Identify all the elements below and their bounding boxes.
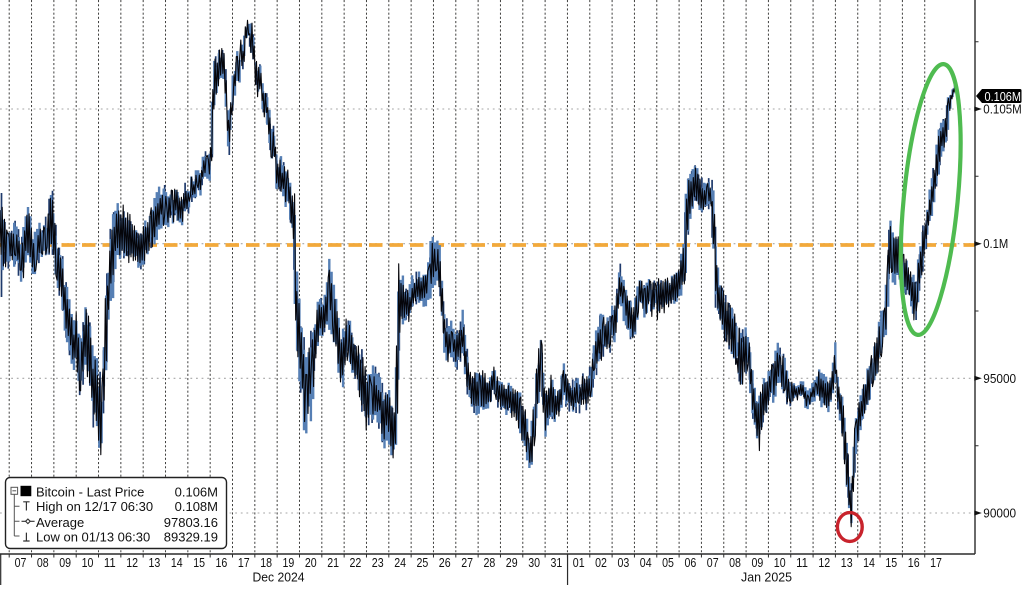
svg-text:10: 10 bbox=[82, 555, 94, 570]
svg-text:21: 21 bbox=[327, 555, 339, 570]
svg-text:25: 25 bbox=[417, 555, 429, 570]
svg-text:0.105M: 0.105M bbox=[983, 103, 1022, 117]
svg-text:12: 12 bbox=[818, 555, 830, 570]
svg-text:Dec 2024: Dec 2024 bbox=[253, 570, 305, 585]
svg-text:31: 31 bbox=[551, 555, 563, 570]
svg-text:High on 12/17 06:30: High on 12/17 06:30 bbox=[36, 499, 153, 514]
svg-text:02: 02 bbox=[595, 555, 607, 570]
svg-text:Bitcoin - Last Price: Bitcoin - Last Price bbox=[36, 484, 144, 499]
svg-text:14: 14 bbox=[171, 555, 183, 570]
svg-text:09: 09 bbox=[59, 555, 71, 570]
svg-text:Jan 2025: Jan 2025 bbox=[741, 570, 792, 585]
svg-text:01: 01 bbox=[573, 555, 585, 570]
svg-text:90000: 90000 bbox=[983, 507, 1016, 521]
svg-text:17: 17 bbox=[930, 555, 942, 570]
svg-text:15: 15 bbox=[193, 555, 205, 570]
svg-text:13: 13 bbox=[841, 555, 853, 570]
svg-text:97803.16: 97803.16 bbox=[164, 515, 218, 530]
svg-text:18: 18 bbox=[260, 555, 272, 570]
svg-text:09: 09 bbox=[752, 555, 764, 570]
svg-text:17: 17 bbox=[238, 555, 250, 570]
svg-text:30: 30 bbox=[528, 555, 540, 570]
svg-text:07: 07 bbox=[707, 555, 719, 570]
svg-text:27: 27 bbox=[461, 555, 473, 570]
svg-text:0.106M: 0.106M bbox=[175, 484, 218, 499]
svg-text:19: 19 bbox=[283, 555, 295, 570]
svg-text:95000: 95000 bbox=[983, 372, 1016, 386]
svg-text:10: 10 bbox=[774, 555, 786, 570]
svg-text:13: 13 bbox=[149, 555, 161, 570]
svg-text:06: 06 bbox=[685, 555, 697, 570]
svg-text:89329.19: 89329.19 bbox=[164, 530, 218, 545]
svg-text:07: 07 bbox=[15, 555, 27, 570]
svg-text:03: 03 bbox=[618, 555, 630, 570]
svg-text:08: 08 bbox=[37, 555, 49, 570]
svg-text:08: 08 bbox=[729, 555, 741, 570]
svg-text:20: 20 bbox=[305, 555, 317, 570]
svg-text:14: 14 bbox=[863, 555, 875, 570]
svg-text:16: 16 bbox=[908, 555, 920, 570]
svg-text:Average: Average bbox=[36, 515, 84, 530]
svg-text:15: 15 bbox=[885, 555, 897, 570]
svg-text:12: 12 bbox=[126, 555, 138, 570]
svg-text:04: 04 bbox=[640, 555, 652, 570]
svg-text:16: 16 bbox=[216, 555, 228, 570]
svg-text:11: 11 bbox=[104, 555, 116, 570]
svg-text:05: 05 bbox=[662, 555, 674, 570]
svg-text:24: 24 bbox=[394, 555, 406, 570]
svg-text:0.1M: 0.1M bbox=[983, 237, 1008, 251]
svg-text:22: 22 bbox=[350, 555, 362, 570]
svg-text:28: 28 bbox=[484, 555, 496, 570]
svg-text:0.108M: 0.108M bbox=[175, 499, 218, 514]
svg-text:0.106M: 0.106M bbox=[985, 90, 1022, 104]
svg-text:11: 11 bbox=[796, 555, 808, 570]
svg-text:Low on 01/13 06:30: Low on 01/13 06:30 bbox=[36, 530, 150, 545]
svg-text:26: 26 bbox=[439, 555, 451, 570]
svg-text:29: 29 bbox=[506, 555, 518, 570]
svg-text:23: 23 bbox=[372, 555, 384, 570]
